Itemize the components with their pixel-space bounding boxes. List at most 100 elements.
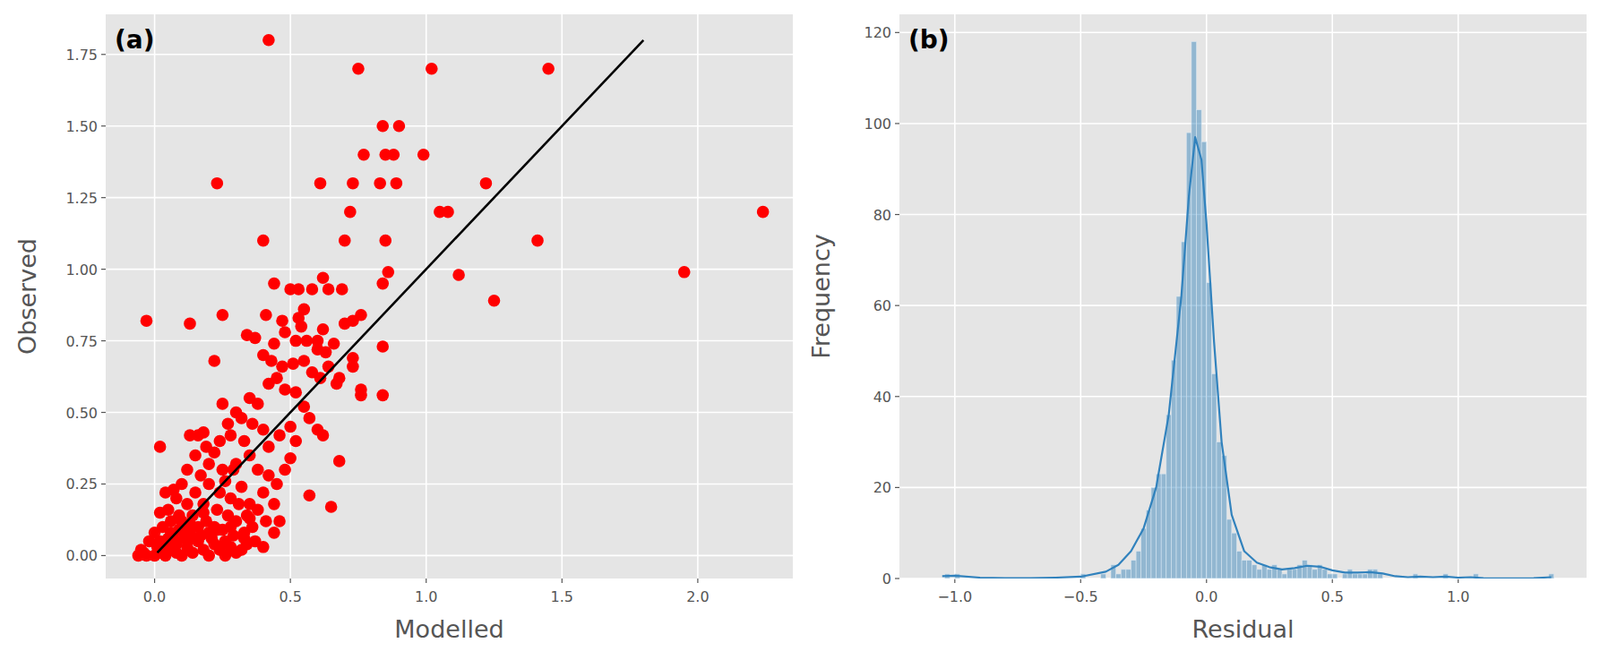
tick-label: 1.5 bbox=[550, 588, 574, 606]
grid-line bbox=[899, 487, 1587, 490]
grid-line bbox=[1331, 14, 1334, 579]
scatter-point bbox=[344, 206, 357, 219]
histogram-bar bbox=[1367, 569, 1374, 579]
axis-label: Frequency bbox=[807, 233, 835, 360]
scatter-point bbox=[283, 421, 297, 434]
histogram-bar bbox=[1135, 551, 1142, 579]
panel: 0.00.51.01.52.00.000.250.500.751.001.251… bbox=[13, 14, 793, 644]
tick-label: 0.25 bbox=[65, 475, 98, 493]
scatter-point bbox=[275, 314, 289, 327]
scatter-point bbox=[257, 486, 270, 499]
marks bbox=[132, 34, 770, 562]
scatter-point bbox=[286, 357, 300, 370]
grid-line bbox=[899, 304, 1587, 307]
scatter-point bbox=[273, 429, 286, 442]
histogram-bar bbox=[1256, 569, 1263, 579]
tick-label: 0.75 bbox=[65, 333, 98, 351]
scatter-point bbox=[214, 435, 227, 448]
scatter-point bbox=[541, 62, 555, 76]
grid-line bbox=[425, 14, 428, 579]
scatter-point bbox=[257, 541, 270, 554]
histogram-bar bbox=[1070, 578, 1076, 580]
scatter-point bbox=[189, 449, 202, 463]
tick bbox=[101, 53, 106, 55]
histogram-bar bbox=[1091, 578, 1097, 580]
tick-label: 0.5 bbox=[278, 588, 302, 606]
scatter-point bbox=[314, 177, 327, 190]
tick-label: −1.0 bbox=[937, 588, 973, 606]
scatter-point bbox=[322, 283, 336, 296]
scatter-point bbox=[325, 500, 338, 514]
grid-line bbox=[105, 197, 793, 199]
histogram-bar bbox=[1130, 560, 1136, 579]
histogram-bar bbox=[1362, 574, 1368, 579]
histogram-bar bbox=[1226, 519, 1232, 579]
histogram-bar bbox=[939, 578, 946, 580]
grid-line bbox=[105, 53, 793, 56]
tick-label: 1.00 bbox=[65, 261, 98, 279]
histogram-bar bbox=[1211, 373, 1217, 579]
scatter-point bbox=[390, 177, 404, 190]
scatter-point bbox=[338, 234, 352, 248]
axis-label: Residual bbox=[1191, 615, 1294, 644]
panel-title: (b) bbox=[908, 25, 950, 55]
scatter-point bbox=[202, 550, 216, 563]
histogram-bar bbox=[1402, 578, 1409, 580]
scatter-point bbox=[333, 455, 346, 468]
plot-background bbox=[105, 14, 793, 579]
grid-line bbox=[105, 412, 793, 414]
scatter-point bbox=[273, 515, 286, 528]
histogram-bar bbox=[1161, 473, 1167, 579]
histogram-bar bbox=[1408, 578, 1414, 580]
grid-line bbox=[696, 14, 699, 579]
tick-label: 0.0 bbox=[143, 588, 166, 606]
scatter-point bbox=[222, 509, 235, 523]
scatter-point bbox=[183, 318, 197, 331]
scatter-point bbox=[278, 383, 292, 396]
tick-label: 1.25 bbox=[65, 189, 98, 207]
scatter-point bbox=[289, 435, 302, 448]
scatter-point bbox=[194, 529, 207, 542]
plot-background bbox=[899, 14, 1587, 579]
figure: 0.00.51.01.52.00.000.250.500.751.001.251… bbox=[0, 0, 1600, 660]
scatter-point bbox=[417, 148, 431, 162]
scatter-point bbox=[159, 486, 173, 499]
histogram-bar bbox=[1191, 41, 1197, 579]
histogram-bar bbox=[1251, 565, 1257, 579]
scatter-point bbox=[376, 340, 389, 353]
scatter-point bbox=[346, 361, 360, 374]
histogram-bar bbox=[949, 578, 955, 580]
scatter-point bbox=[189, 486, 202, 499]
tick bbox=[101, 340, 106, 342]
histogram-bar bbox=[1126, 569, 1132, 579]
tick-label: 20 bbox=[873, 479, 892, 497]
tick-label: 80 bbox=[873, 206, 892, 224]
scatter-point bbox=[222, 418, 235, 431]
tick bbox=[154, 578, 155, 584]
figure-background bbox=[0, 0, 1600, 660]
histogram-bar bbox=[1357, 574, 1363, 579]
histogram-bar bbox=[1382, 578, 1388, 580]
histogram-bar bbox=[1105, 578, 1111, 580]
scatter-point bbox=[267, 277, 281, 291]
scatter-point bbox=[306, 283, 319, 296]
scatter-point bbox=[354, 389, 368, 403]
scatter-point bbox=[249, 332, 262, 345]
tick bbox=[101, 412, 106, 413]
grid-line bbox=[899, 395, 1587, 398]
scatter-point bbox=[140, 314, 154, 327]
scatter-point bbox=[289, 335, 302, 348]
scatter-point bbox=[170, 538, 183, 551]
histogram-bar bbox=[1327, 574, 1334, 579]
scatter-point bbox=[251, 464, 265, 477]
scatter-point bbox=[172, 509, 186, 523]
histogram-bar bbox=[1352, 574, 1359, 579]
histogram-bar bbox=[1422, 578, 1428, 580]
scatter-point bbox=[480, 177, 493, 190]
tick-label: 0.5 bbox=[1321, 588, 1344, 606]
scatter-point bbox=[210, 177, 224, 190]
scatter-point bbox=[376, 389, 389, 403]
scatter-point bbox=[298, 354, 311, 368]
scatter-point bbox=[186, 546, 199, 560]
scatter-point bbox=[210, 503, 224, 517]
